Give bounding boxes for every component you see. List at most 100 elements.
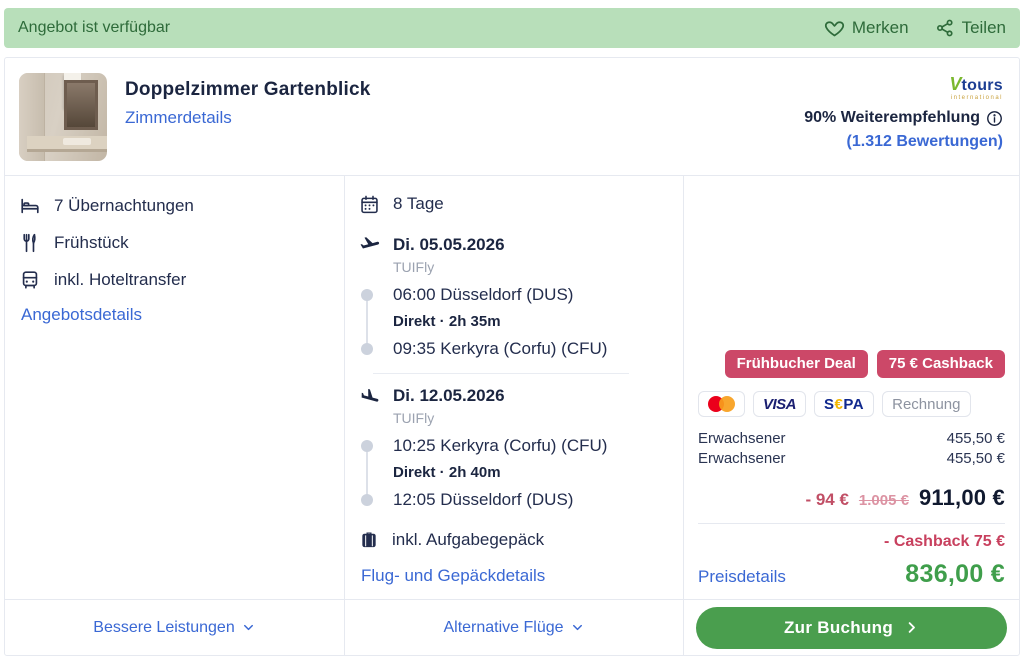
inbound-departure: 10:25 Kerkyra (Corfu) (CFU) [361,432,669,459]
outbound-departure: 06:00 Düsseldorf (DUS) [361,281,669,308]
subtotal-row: - 94 € 1.005 € 911,00 € [698,485,1005,511]
inbound-date: Di. 12.05.2026 [393,386,505,405]
save-offer-button[interactable]: Merken [824,18,909,39]
subtotal-price: 911,00 € [918,485,1005,510]
brand-v-mark: V [949,74,962,94]
outbound-timeline: 06:00 Düsseldorf (DUS) Direkt · 2h 35m 0… [361,281,669,362]
traveller-price-row: Erwachsener 455,50 € [698,449,1005,469]
duration-row: 8 Tage [359,192,669,216]
outbound-flight: Di. 05.05.2026 TUIFly 06:00 Düsseldorf (… [359,234,669,362]
recommendation-row: 90% Weiterempfehlung [804,109,1003,127]
alternative-flights-expander[interactable]: Alternative Flüge [443,619,584,637]
book-now-label: Zur Buchung [783,617,894,637]
brand-subtitle: international [950,95,1003,101]
traveller-price: 455,50 € [946,430,1005,447]
chevron-down-icon [570,620,585,635]
better-services-label: Bessere Leistungen [93,618,235,636]
card-main: 7 Übernachtungen Frühstück inkl. Hoteltr… [5,176,1019,599]
room-details-link[interactable]: Zimmerdetails [125,108,232,127]
price-details-link[interactable]: Preisdetails [698,567,786,586]
footer-right-cell: Zur Buchung [684,600,1019,655]
pricing-column: Frühbucher Deal 75 € Cashback VISA S€PA … [684,176,1019,599]
inbound-timeline: 10:25 Kerkyra (Corfu) (CFU) Direkt · 2h … [361,432,669,513]
duration-label: 8 Tage [393,194,444,213]
footer-middle-cell: Alternative Flüge [344,600,684,655]
discount-amount: - 94 € [805,490,849,509]
thumbnail-art [64,80,98,130]
thumbnail-art [63,138,91,145]
baggage-label: inkl. Aufgabegepäck [392,530,545,549]
share-offer-label: Teilen [961,18,1006,37]
offer-card: Doppelzimmer Gartenblick Zimmerdetails V… [4,57,1020,656]
sepa-icon: S€PA [814,391,875,417]
inbound-airline: TUIFly [393,410,435,426]
bed-icon [19,195,41,217]
cutlery-icon [19,232,41,254]
recommendation-text: 90% Weiterempfehlung [804,109,980,126]
info-icon[interactable] [986,110,1003,127]
room-thumbnail[interactable] [19,73,107,161]
book-now-button[interactable]: Zur Buchung [696,606,1007,649]
tour-operator-logo: V tours international [949,75,1003,101]
room-info: Doppelzimmer Gartenblick Zimmerdetails [125,73,371,128]
transfer-row: inkl. Hoteltransfer [19,268,330,292]
cashback-badge: 75 € Cashback [876,350,1005,378]
inbound-arrival: 12:05 Düsseldorf (DUS) [361,486,669,513]
offer-details-link[interactable]: Angebotsdetails [21,305,142,324]
traveller-label: Erwachsener [698,430,786,447]
flight-baggage-details-link[interactable]: Flug- und Gepäckdetails [361,566,546,585]
plane-landing-icon [359,385,381,407]
timeline-dot [361,493,373,506]
timeline-dot [361,342,373,355]
outbound-arrival: 09:35 Kerkyra (Corfu) (CFU) [361,335,669,362]
visa-icon: VISA [753,391,807,417]
hotel-features-column: 7 Übernachtungen Frühstück inkl. Hoteltr… [5,176,344,599]
payment-methods: VISA S€PA Rechnung [698,391,1005,417]
mastercard-icon [698,391,745,417]
nights-label: 7 Übernachtungen [54,196,194,215]
outbound-leg-info: Direkt · 2h 35m [393,313,501,330]
total-row: Preisdetails 836,00 € [698,560,1005,589]
cashback-amount: - Cashback 75 € [884,533,1005,550]
bus-icon [19,269,41,291]
share-offer-button[interactable]: Teilen [935,18,1006,38]
availability-status: Angebot ist verfügbar [18,19,171,36]
nights-row: 7 Übernachtungen [19,194,330,218]
board-row: Frühstück [19,231,330,255]
suitcase-icon [359,530,379,550]
board-label: Frühstück [54,233,129,252]
flights-column: 8 Tage Di. 05.05.2026 TUIFly 06:00 Düsse… [344,176,684,599]
price-divider [698,523,1005,524]
outbound-date: Di. 05.05.2026 [393,235,505,254]
traveller-price-row: Erwachsener 455,50 € [698,429,1005,449]
better-services-expander[interactable]: Bessere Leistungen [93,619,255,637]
calendar-icon [359,194,380,215]
inbound-leg-info: Direkt · 2h 40m [393,464,501,481]
transfer-label: inkl. Hoteltransfer [54,270,187,289]
segment-divider [373,373,629,374]
header-right: V tours international 90% Weiterempfehlu… [804,73,1005,151]
plane-takeoff-icon [359,234,381,256]
traveller-price: 455,50 € [946,450,1005,467]
room-title: Doppelzimmer Gartenblick [125,79,371,100]
total-price: 836,00 € [905,560,1005,588]
alternative-flights-label: Alternative Flüge [443,618,564,636]
timeline-dot [361,288,373,301]
timeline-dot [361,439,373,452]
traveller-label: Erwachsener [698,450,786,467]
chevron-right-icon [904,620,919,635]
early-bird-badge: Frühbucher Deal [724,350,868,378]
share-icon [935,18,955,38]
card-header: Doppelzimmer Gartenblick Zimmerdetails V… [5,58,1019,176]
chevron-down-icon [241,620,256,635]
save-offer-label: Merken [851,18,909,37]
outbound-airline: TUIFly [393,259,435,275]
old-price: 1.005 € [858,492,909,509]
availability-banner: Angebot ist verfügbar Merken Teilen [4,8,1020,48]
deal-badges: Frühbucher Deal 75 € Cashback [698,350,1005,378]
footer-left-cell: Bessere Leistungen [5,600,344,655]
brand-name: tours [961,77,1003,94]
invoice-chip: Rechnung [882,391,971,417]
reviews-link[interactable]: (1.312 Bewertungen) [846,133,1003,150]
